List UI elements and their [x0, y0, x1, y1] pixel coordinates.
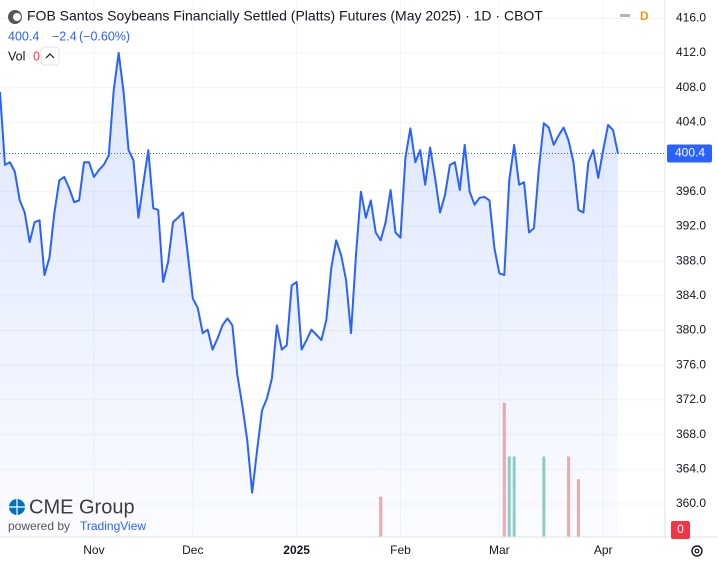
y-tick-label: 404.0	[676, 114, 706, 128]
line-layer	[0, 51, 665, 538]
y-tick-label: 360.0	[676, 496, 706, 510]
collapse-button[interactable]	[40, 46, 60, 66]
volume-tag	[671, 521, 690, 539]
volume-value: 0	[33, 49, 40, 63]
area-fill	[0, 52, 618, 538]
settings-icon	[694, 548, 700, 554]
globe-icon	[9, 499, 25, 515]
symbol-logo	[13, 13, 21, 21]
brand-name: CME Group	[29, 496, 135, 518]
badge: D	[640, 9, 649, 23]
y-tick-label: 372.0	[676, 392, 706, 406]
axes: 416.0412.0408.0404.0400.0396.0392.0388.0…	[83, 10, 712, 557]
y-tick-label: 368.0	[676, 427, 706, 441]
x-tick-label: Apr	[594, 543, 613, 557]
last-price-tag	[667, 144, 712, 163]
x-tick-label: 2025	[283, 543, 310, 557]
y-tick-label: 412.0	[676, 45, 706, 59]
x-tick-label: Mar	[489, 543, 510, 557]
x-tick-label: Nov	[83, 543, 104, 557]
y-tick-label: 408.0	[676, 80, 706, 94]
last-price-tag-text: 400.4	[675, 146, 705, 160]
settings-icon[interactable]	[691, 545, 703, 557]
x-tick-label: Dec	[182, 543, 203, 557]
change: −2.4	[52, 29, 77, 43]
powered-by: powered by	[8, 519, 70, 533]
brand-logo: CME Group	[9, 496, 135, 518]
y-tick-label: 364.0	[676, 462, 706, 476]
last-price: 400.4	[8, 29, 39, 43]
y-tick-label: 376.0	[676, 357, 706, 371]
chevron-icon	[45, 53, 55, 59]
platform-name: TradingView	[80, 519, 146, 533]
change-pct: (−0.60%)	[79, 29, 130, 43]
price-line	[0, 51, 619, 494]
volume-label: Vol	[8, 49, 25, 63]
y-tick-label: 380.0	[676, 323, 706, 337]
x-tick-label: Feb	[390, 543, 411, 557]
y-tick-label: 396.0	[676, 184, 706, 198]
y-tick-label: 384.0	[676, 288, 706, 302]
y-tick-label: 416.0	[676, 10, 706, 24]
status-icon	[620, 14, 630, 17]
chart-title: FOB Santos Soybeans Financially Settled …	[27, 8, 543, 24]
y-tick-label: 388.0	[676, 253, 706, 267]
volume-tag-text: 0	[677, 522, 684, 536]
y-tick-label: 392.0	[676, 219, 706, 233]
